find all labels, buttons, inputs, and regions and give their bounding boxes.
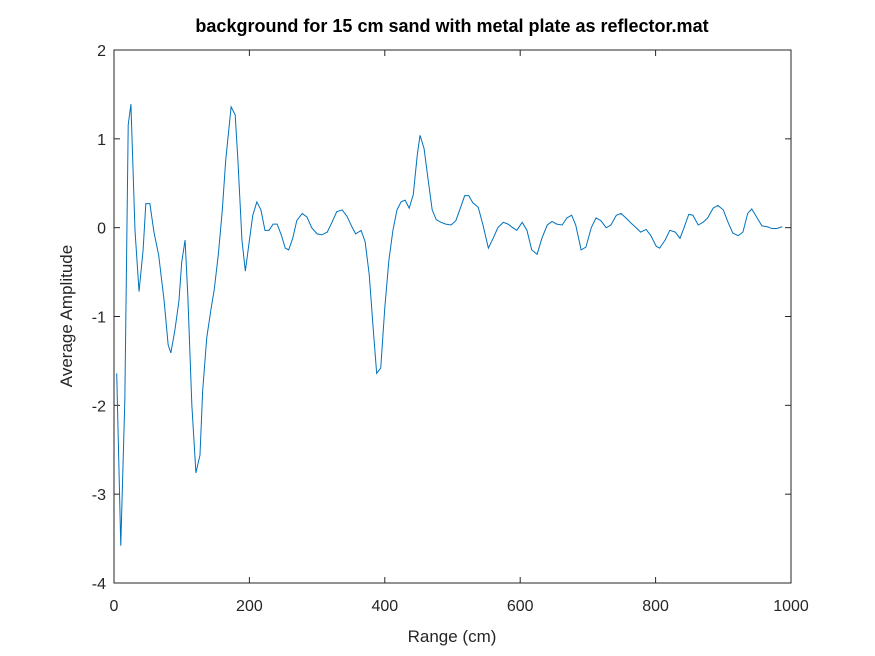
y-tick-label: -3 — [92, 487, 106, 504]
y-tick-label: 1 — [97, 132, 106, 149]
x-tick-label: 800 — [642, 598, 669, 615]
x-tick-label: 600 — [507, 598, 534, 615]
y-tick-label: 2 — [97, 43, 106, 60]
x-tick-label: 200 — [236, 598, 263, 615]
chart-title: background for 15 cm sand with metal pla… — [195, 16, 708, 36]
y-tick-label: -1 — [92, 310, 106, 327]
plot-area — [113, 49, 792, 584]
y-tick-label: -4 — [92, 576, 106, 593]
x-axis-label: Range (cm) — [408, 627, 497, 646]
y-tick-label: -2 — [92, 398, 106, 415]
x-tick-label: 1000 — [773, 598, 809, 615]
y-axis-label: Average Amplitude — [57, 245, 76, 387]
x-tick-label: 400 — [371, 598, 398, 615]
x-tick-label: 0 — [110, 598, 119, 615]
data-line — [116, 104, 783, 546]
y-tick-label: 0 — [97, 221, 106, 238]
